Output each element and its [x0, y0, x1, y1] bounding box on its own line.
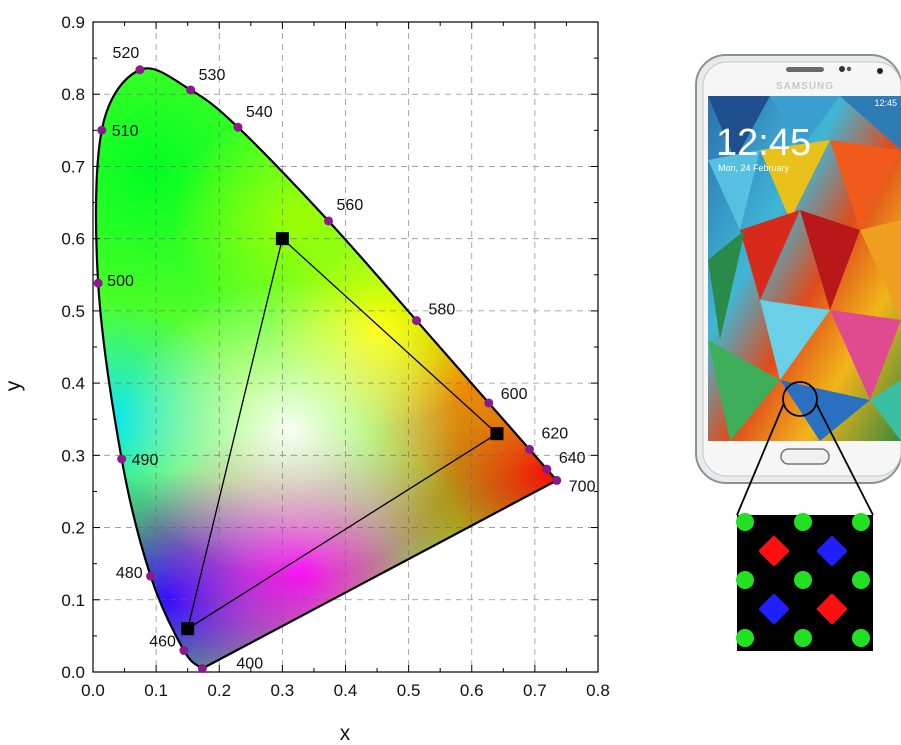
wavelength-marker [542, 464, 552, 474]
subpixel-array [736, 513, 870, 647]
y-tick-label: 0.8 [61, 85, 85, 104]
magnifier-line-left [736, 402, 785, 516]
blue-subpixel [817, 536, 847, 566]
wavelength-label: 530 [199, 67, 226, 84]
wavelength-marker [135, 65, 145, 75]
wavelength-marker [97, 125, 107, 135]
red-subpixel [759, 536, 789, 566]
status-bar-time: 12:45 [874, 98, 897, 108]
axis-ticks [92, 21, 599, 673]
wavelength-markers [93, 65, 562, 674]
wavelength-marker [197, 664, 207, 674]
wavelength-label: 400 [236, 656, 263, 673]
wavelength-label: 500 [107, 273, 134, 290]
wallpaper-facets [708, 96, 901, 441]
front-camera [839, 66, 845, 72]
wavelength-label: 620 [542, 425, 569, 442]
wavelength-labels: 400 460 480 490 500 510 520 530 540 560 580 600 620 6… [107, 45, 595, 673]
wavelength-marker [412, 316, 422, 326]
wavelength-marker [484, 398, 494, 408]
wavelength-marker [525, 444, 535, 454]
x-tick-label: 0.4 [334, 681, 358, 700]
magnifier-circle [782, 381, 818, 417]
x-tick-label: 0.2 [207, 681, 231, 700]
wavelength-marker [324, 216, 334, 226]
x-tick-label: 0.6 [460, 681, 484, 700]
x-tick-label: 0.1 [144, 681, 168, 700]
x-tick-labels: 0.0 0.1 0.2 0.3 0.4 0.5 0.6 0.7 0.8 [81, 681, 610, 700]
y-tick-label: 0.2 [61, 519, 85, 538]
x-tick-label: 0.0 [81, 681, 105, 700]
wavelength-label: 700 [569, 478, 596, 495]
spectral-locus-outline [94, 67, 559, 670]
y-tick-label: 0.3 [61, 446, 85, 465]
y-tick-label: 0.4 [61, 374, 85, 393]
wavelength-label: 580 [429, 302, 456, 319]
y-tick-label: 0.9 [61, 13, 85, 32]
green-subpixel [736, 571, 754, 589]
lockscreen-time: 12:45 [716, 122, 811, 164]
y-tick-label: 0.7 [61, 157, 85, 176]
wavelength-label: 560 [337, 197, 364, 214]
gamut-vertex-marker [181, 622, 195, 636]
y-tick-label: 0.6 [61, 230, 85, 249]
y-axis-title: y [2, 380, 25, 391]
gamut-triangle [186, 237, 499, 631]
x-tick-label: 0.5 [397, 681, 421, 700]
gamut-vertex-marker [275, 232, 289, 246]
wavelength-marker [146, 571, 156, 581]
y-tick-label: 0.1 [61, 591, 85, 610]
wavelength-marker [233, 122, 243, 132]
front-camera-right [877, 68, 883, 74]
wavelength-label: 520 [113, 45, 140, 62]
y-tick-labels: 0.0 0.1 0.2 0.3 0.4 0.5 0.6 0.7 0.8 0.9 [61, 13, 85, 682]
x-tick-label: 0.3 [271, 681, 295, 700]
proximity-sensor [846, 66, 852, 72]
wavelength-marker [186, 85, 196, 95]
phone-brand: SAMSUNG [776, 81, 834, 92]
wavelength-label: 640 [559, 450, 586, 467]
green-subpixel [736, 513, 754, 531]
wavelength-marker [117, 454, 127, 464]
grid-lines [93, 22, 598, 672]
smartphone-illustration: SAMSUNG 12:45 12:45 Mon, 24 February [695, 54, 901, 516]
y-tick-label: 0.0 [61, 663, 85, 682]
wavelength-label: 480 [116, 565, 143, 582]
green-subpixel [794, 629, 812, 647]
green-subpixel [736, 629, 754, 647]
wavelength-label: 490 [132, 452, 159, 469]
wavelength-label: 460 [149, 634, 176, 651]
wavelength-marker [93, 278, 103, 288]
gamut-vertex-markers [181, 232, 504, 636]
x-tick-label: 0.7 [523, 681, 547, 700]
green-subpixel [794, 571, 812, 589]
wavelength-marker [179, 646, 189, 656]
wavelength-label: 600 [501, 386, 528, 403]
y-tick-label: 0.5 [61, 302, 85, 321]
green-subpixel [794, 513, 812, 531]
subpixel-zoom-inset [736, 513, 873, 651]
wavelength-label: 510 [112, 123, 139, 140]
green-subpixel [852, 571, 870, 589]
blue-subpixel [759, 594, 789, 624]
lockscreen-date: Mon, 24 February [718, 163, 790, 173]
speaker-grille [786, 67, 824, 72]
wavelength-marker [552, 475, 562, 485]
x-axis-title: x [340, 722, 351, 745]
home-button [780, 448, 830, 465]
wavelength-label: 540 [246, 104, 273, 121]
gamut-vertex-marker [490, 427, 504, 441]
green-subpixel [852, 513, 870, 531]
red-subpixel [817, 594, 847, 624]
x-tick-label: 0.8 [586, 681, 610, 700]
green-subpixel [852, 629, 870, 647]
magnifier-line-right [815, 402, 874, 516]
